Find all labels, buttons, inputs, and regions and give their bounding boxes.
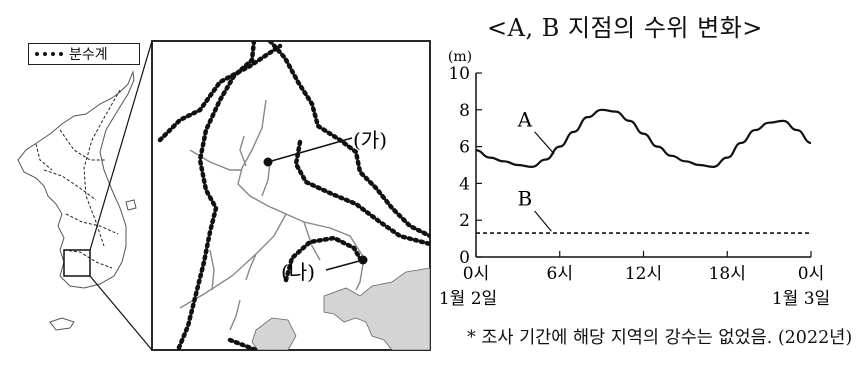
sea-patch-1 <box>251 317 297 350</box>
y-tick-label: 2 <box>459 211 470 231</box>
x-date-label: 1월 2일 <box>439 289 497 309</box>
watershed-divides <box>157 41 430 350</box>
label-na: (나) <box>281 260 315 284</box>
label-ga: (가) <box>353 128 387 152</box>
chart-title: <A, B 지점의 수위 변화> <box>487 14 763 42</box>
inset-locator-box <box>63 249 91 277</box>
map-legend: 분수계 <box>28 43 140 65</box>
point-na-leader <box>325 259 364 271</box>
zoom-line-bottom <box>89 275 153 351</box>
divide-line-1 <box>83 89 121 247</box>
x-tick-label: 0시 <box>798 264 824 284</box>
y-tick-label: 4 <box>459 174 470 194</box>
divide-line-6 <box>35 143 53 171</box>
sea-area <box>323 267 430 350</box>
inset-map: (가) (나) <box>151 40 431 351</box>
y-unit-label: (m) <box>448 49 472 65</box>
series-b-label: B <box>518 186 533 210</box>
island-ulleung <box>125 199 137 211</box>
zoom-line-top <box>89 40 153 251</box>
river-network <box>179 99 365 331</box>
peninsula-map <box>17 70 137 331</box>
series-a-label: A <box>517 107 533 131</box>
x-tick-label: 18시 <box>709 264 746 284</box>
point-ga-leader <box>267 137 353 163</box>
y-tick-label: 0 <box>459 248 470 268</box>
water-level-chart: 0 2 4 6 8 10(m) 0시 6시 12시 18시 0시 1월 2일 1월 3일 A B <box>439 49 830 309</box>
series-a-leader <box>534 131 555 155</box>
x-date-label: 1월 3일 <box>772 289 830 309</box>
y-tick-label: 10 <box>448 64 470 84</box>
x-tick-label: 6시 <box>547 264 573 284</box>
y-tick-label: 6 <box>459 138 470 158</box>
divide-legend-symbol <box>35 52 63 56</box>
legend-label: 분수계 <box>69 47 108 63</box>
x-tick-label: 12시 <box>625 264 662 284</box>
series-a-line <box>475 108 812 168</box>
divide-line-2 <box>59 129 106 161</box>
divide-line-4 <box>65 213 119 235</box>
divide-line-5 <box>63 249 113 269</box>
footnote: * 조사 기간에 해당 지역의 강수는 없었음. (2022년) <box>467 328 853 348</box>
series-b-leader <box>534 210 552 232</box>
divide-line-3 <box>43 169 97 201</box>
y-tick-label: 8 <box>459 101 470 121</box>
x-tick-label: 0시 <box>463 264 489 284</box>
peninsula-outline <box>17 70 135 289</box>
jeju-island <box>49 317 75 331</box>
